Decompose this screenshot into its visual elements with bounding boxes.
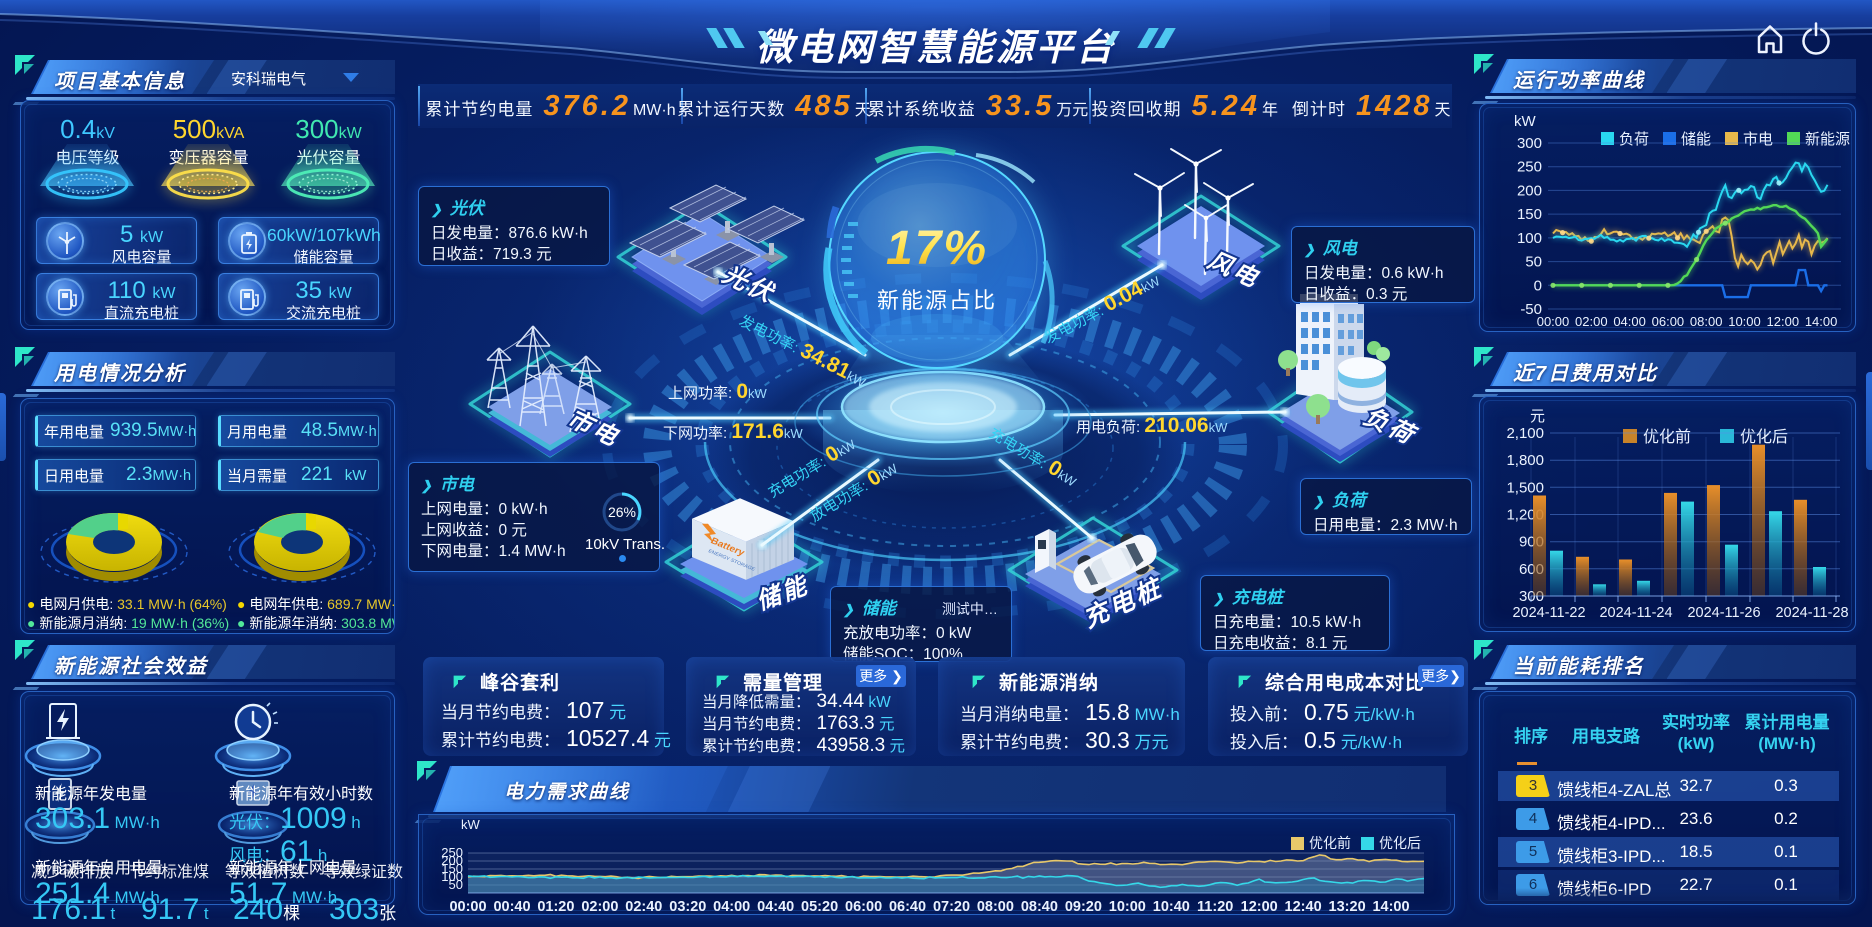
svg-text:2024-11-28: 2024-11-28	[1775, 605, 1848, 621]
svg-text:09:20: 09:20	[1065, 899, 1102, 915]
svg-text:0: 0	[1534, 277, 1542, 294]
svg-text:150: 150	[441, 861, 463, 876]
svg-text:11:20: 11:20	[1197, 899, 1233, 915]
svg-text:负荷: 负荷	[1619, 131, 1649, 148]
svg-text:100: 100	[1517, 230, 1542, 247]
svg-text:储能: 储能	[1681, 131, 1711, 148]
svg-text:优化后: 优化后	[1379, 835, 1421, 851]
svg-text:17%: 17%	[886, 222, 988, 275]
svg-text:02:00: 02:00	[1575, 314, 1608, 329]
svg-text:26%: 26%	[608, 504, 636, 520]
svg-text:06:00: 06:00	[1652, 314, 1685, 329]
svg-text:12:40: 12:40	[1285, 899, 1322, 915]
svg-text:08:40: 08:40	[1021, 899, 1058, 915]
svg-text:08:00: 08:00	[977, 899, 1014, 915]
svg-text:1,500: 1,500	[1506, 479, 1544, 496]
svg-text:14:00: 14:00	[1372, 899, 1409, 915]
svg-text:250: 250	[441, 845, 463, 860]
svg-text:下网功率: 171.6kW: 下网功率: 171.6kW	[663, 420, 803, 443]
svg-text:02:00: 02:00	[581, 899, 618, 915]
svg-text:2024-11-26: 2024-11-26	[1687, 605, 1760, 621]
svg-text:12:00: 12:00	[1241, 899, 1278, 915]
svg-text:kW: kW	[461, 817, 481, 832]
svg-text:元: 元	[1530, 408, 1545, 425]
svg-text:01:20: 01:20	[537, 899, 574, 915]
svg-text:06:40: 06:40	[889, 899, 926, 915]
svg-text:00:40: 00:40	[493, 899, 530, 915]
svg-text:07:20: 07:20	[933, 899, 970, 915]
svg-text:上网功率: 0kW: 上网功率: 0kW	[668, 380, 768, 403]
svg-text:04:40: 04:40	[757, 899, 794, 915]
svg-text:50: 50	[1525, 254, 1542, 271]
svg-text:200: 200	[441, 853, 463, 868]
svg-text:2024-11-24: 2024-11-24	[1599, 605, 1672, 621]
svg-text:04:00: 04:00	[1613, 314, 1646, 329]
svg-text:13:20: 13:20	[1329, 899, 1366, 915]
svg-text:00:00: 00:00	[1537, 314, 1570, 329]
svg-text:100: 100	[441, 869, 463, 884]
svg-text:200: 200	[1517, 182, 1542, 199]
svg-text:250: 250	[1517, 159, 1542, 176]
svg-text:50: 50	[449, 877, 463, 892]
svg-text:150: 150	[1517, 206, 1542, 223]
svg-text:优化后: 优化后	[1740, 428, 1788, 446]
svg-text:-50: -50	[1520, 301, 1542, 318]
svg-text:300: 300	[1517, 135, 1542, 152]
svg-text:1,800: 1,800	[1506, 452, 1544, 469]
svg-text:06:00: 06:00	[845, 899, 882, 915]
svg-text:kW: kW	[1514, 113, 1537, 130]
svg-text:10:00: 10:00	[1728, 314, 1761, 329]
svg-text:优化前: 优化前	[1643, 428, 1691, 446]
svg-text:00:00: 00:00	[449, 899, 486, 915]
svg-text:03:20: 03:20	[669, 899, 706, 915]
svg-text:10:00: 10:00	[1109, 899, 1146, 915]
svg-text:02:40: 02:40	[625, 899, 662, 915]
svg-text:12:00: 12:00	[1767, 314, 1800, 329]
svg-text:10:40: 10:40	[1153, 899, 1190, 915]
svg-text:优化前: 优化前	[1309, 835, 1351, 851]
svg-text:14:00: 14:00	[1805, 314, 1838, 329]
svg-text:08:00: 08:00	[1690, 314, 1723, 329]
svg-text:用电负荷: 210.06kW: 用电负荷: 210.06kW	[1076, 414, 1228, 437]
svg-text:2024-11-22: 2024-11-22	[1512, 605, 1585, 621]
svg-text:市电: 市电	[1743, 131, 1773, 148]
svg-text:新能源占比: 新能源占比	[877, 288, 997, 313]
svg-text:05:20: 05:20	[801, 899, 838, 915]
svg-text:2,100: 2,100	[1506, 425, 1544, 442]
svg-text:新能源: 新能源	[1805, 131, 1850, 148]
svg-text:04:00: 04:00	[713, 899, 750, 915]
